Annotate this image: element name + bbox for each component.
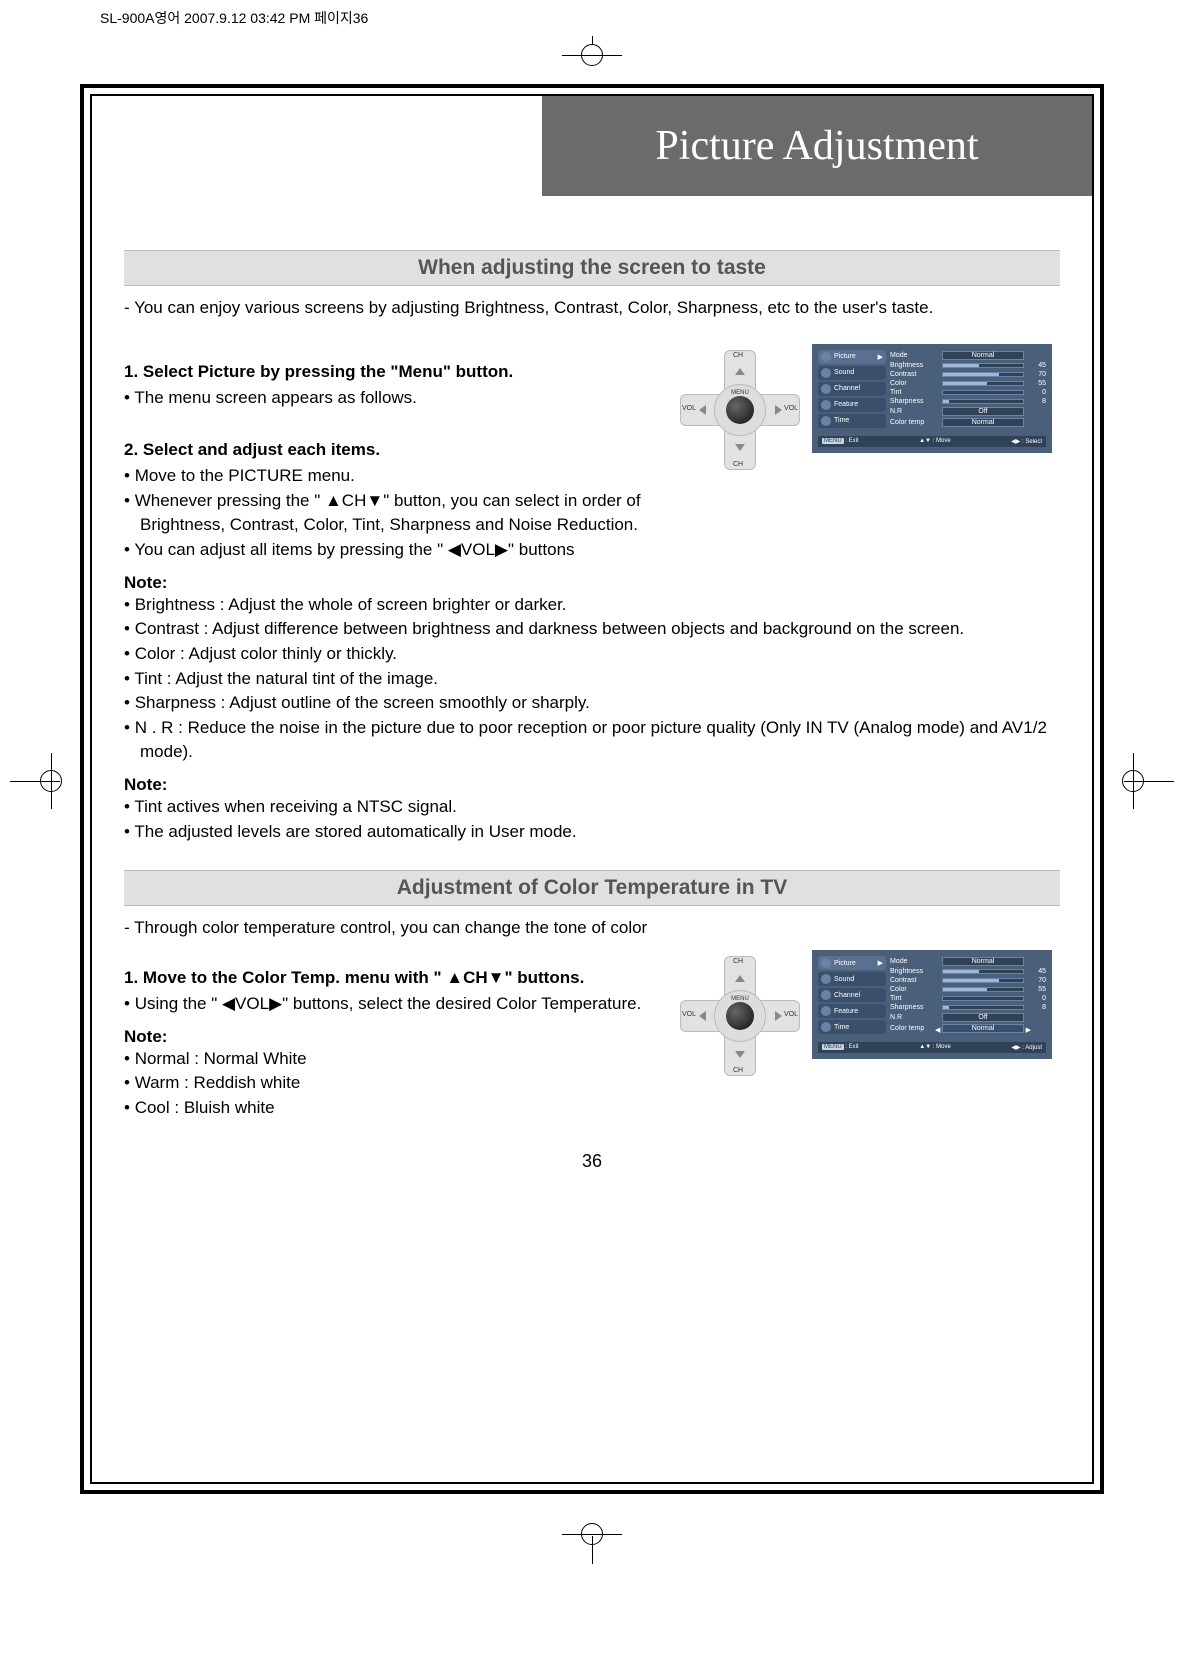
page-title: Picture Adjustment — [542, 96, 1092, 196]
s1-note1-b4: Tint : Adjust the natural tint of the im… — [124, 667, 1060, 692]
s2-note-b1: Normal : Normal White — [124, 1047, 662, 1072]
osd-sidebar-item: Sound — [818, 366, 886, 380]
s1-note1-b6: N . R : Reduce the noise in the picture … — [124, 716, 1060, 765]
osd-sidebar-item: Time — [818, 1020, 886, 1034]
osd-row: Color tempNormal — [890, 417, 1046, 428]
s1-note2-head: Note: — [124, 775, 1060, 795]
osd-sidebar-item: Channel — [818, 988, 886, 1002]
osd-sidebar-item: Feature — [818, 398, 886, 412]
dpad-diagram-1: MENU CH CH VOL VOL — [680, 350, 800, 470]
page-inner-frame: Picture Adjustment When adjusting the sc… — [90, 94, 1094, 1484]
page-number: 36 — [124, 1151, 1060, 1172]
s1-step1-head: 1. Select Picture by pressing the "Menu"… — [124, 360, 662, 384]
section2-heading: Adjustment of Color Temperature in TV — [124, 870, 1060, 906]
dpad-diagram-2: MENU CH CH VOL VOL — [680, 956, 800, 1076]
dpad2-up-label: CH — [733, 958, 743, 965]
dpad2-right-label: VOL — [784, 1011, 798, 1018]
s1-note1-b5: Sharpness : Adjust outline of the screen… — [124, 691, 1060, 716]
osd-sidebar-item: Time — [818, 414, 886, 428]
s2-step1-head: 1. Move to the Color Temp. menu with " ▲… — [124, 966, 662, 990]
osd-row: ModeNormal — [890, 956, 1046, 967]
s1-note1-b3: Color : Adjust color thinly or thickly. — [124, 642, 1060, 667]
dpad-left-label: VOL — [682, 405, 696, 412]
osd-row: N.ROff — [890, 406, 1046, 417]
osd-footer: MENU : Exit▲▼ : Move◀▶ : Select — [818, 436, 1046, 447]
dpad-up-label: CH — [733, 352, 743, 359]
osd-row: Brightness45 — [890, 361, 1046, 370]
cropmark-left — [10, 770, 70, 794]
dpad-right-label: VOL — [784, 405, 798, 412]
section1-intro: - You can enjoy various screens by adjus… — [124, 296, 1060, 320]
osd-row: Sharpness8 — [890, 1003, 1046, 1012]
osd-sidebar-item: Picture ▶ — [818, 956, 886, 970]
s2-note-head: Note: — [124, 1027, 662, 1047]
dpad-down-label: CH — [733, 461, 743, 468]
section2-intro: - Through color temperature control, you… — [124, 916, 1060, 940]
osd-row: Tint0 — [890, 994, 1046, 1003]
s1-step2-b3: You can adjust all items by pressing the… — [124, 538, 662, 563]
section1-heading: When adjusting the screen to taste — [124, 250, 1060, 286]
osd-row: Contrast70 — [890, 976, 1046, 985]
s2-note-b3: Cool : Bluish white — [124, 1096, 662, 1121]
dpad2-center-label: MENU — [731, 996, 749, 1002]
osd-footer: MENU : Exit▲▼ : Move◀▶ : Adjust — [818, 1042, 1046, 1053]
s1-step1-b1: The menu screen appears as follows. — [124, 386, 662, 411]
osd-row: Color55 — [890, 985, 1046, 994]
osd-sidebar-item: Sound — [818, 972, 886, 986]
s1-step2-b1: Move to the PICTURE menu. — [124, 464, 662, 489]
s1-note1-b2: Contrast : Adjust difference between bri… — [124, 617, 1060, 642]
osd-row: Contrast70 — [890, 370, 1046, 379]
osd-sidebar-item: Picture ▶ — [818, 350, 886, 364]
s2-step1-b1: Using the " ◀VOL▶" buttons, select the d… — [124, 992, 662, 1017]
osd-sidebar-item: Feature — [818, 1004, 886, 1018]
s2-note-b2: Warm : Reddish white — [124, 1071, 662, 1096]
osd-menu-2: Picture ▶ Sound Channel Feature Time ModeNorm… — [812, 950, 1052, 1059]
page-outer-frame: Picture Adjustment When adjusting the sc… — [80, 84, 1104, 1494]
dpad-center-label: MENU — [731, 390, 749, 396]
s1-note2-b2: The adjusted levels are stored automatic… — [124, 820, 1060, 845]
osd-row: Color55 — [890, 379, 1046, 388]
s1-step2-head: 2. Select and adjust each items. — [124, 438, 662, 462]
osd-row: N.ROff — [890, 1012, 1046, 1023]
dpad2-down-label: CH — [733, 1067, 743, 1074]
osd-menu-1: Picture ▶ Sound Channel Feature Time ModeNorm… — [812, 344, 1052, 453]
s1-note2-b1: Tint actives when receiving a NTSC signa… — [124, 795, 1060, 820]
dpad2-left-label: VOL — [682, 1011, 696, 1018]
file-header-meta: SL-900A영어 2007.9.12 03:42 PM 페이지36 — [0, 0, 1184, 36]
cropmark-right — [1114, 770, 1174, 794]
cropmark-bottom — [0, 1504, 1184, 1564]
s1-step2-b2: Whenever pressing the " ▲CH▼" button, yo… — [124, 489, 662, 538]
cropmark-top — [0, 36, 1184, 74]
s1-note1-head: Note: — [124, 573, 1060, 593]
osd-row: Tint0 — [890, 388, 1046, 397]
osd-row: Brightness45 — [890, 967, 1046, 976]
osd-sidebar-item: Channel — [818, 382, 886, 396]
s1-note1-b1: Brightness : Adjust the whole of screen … — [124, 593, 1060, 618]
osd-row: Color temp◀▶Normal — [890, 1023, 1046, 1034]
osd-row: Sharpness8 — [890, 397, 1046, 406]
osd-row: ModeNormal — [890, 350, 1046, 361]
